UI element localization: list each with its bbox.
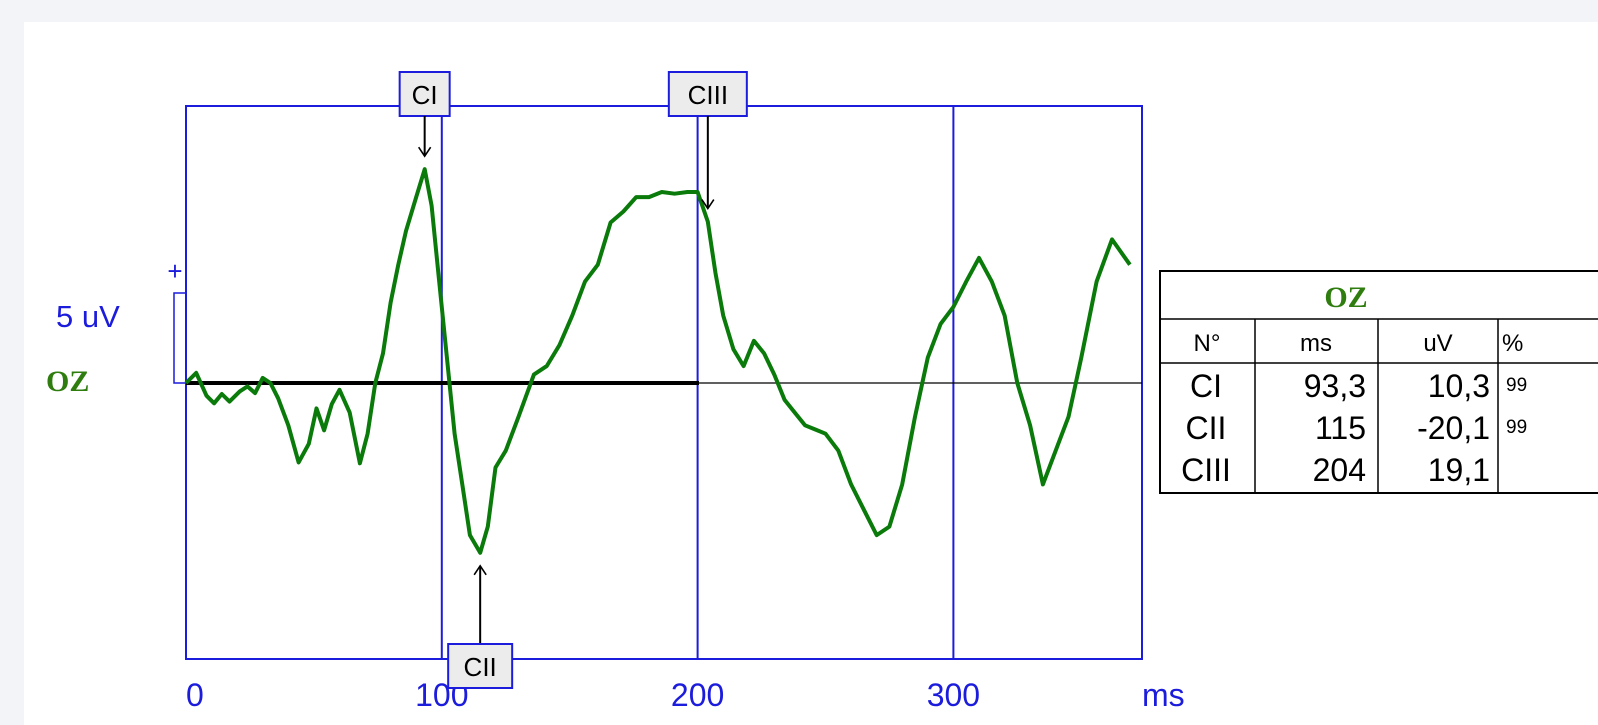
scale-label: 5 uV [56, 299, 120, 334]
marker-label: CII [464, 652, 497, 682]
table-cell: CIII [1181, 452, 1231, 488]
marker-ci[interactable]: CI [398, 71, 451, 158]
table-header-cell: ms [1300, 330, 1332, 357]
table-header-cell: N° [1194, 330, 1221, 357]
table-cell: CII [1186, 410, 1227, 446]
x-tick-label: 300 [927, 677, 980, 713]
table-cell: 99 [1506, 417, 1527, 438]
x-axis-tick-labels: 0 100 200 300 [186, 677, 980, 713]
oz-waveform [184, 167, 1132, 555]
amplitude-scale: + 5 uV [56, 256, 186, 384]
table-cell: 10,3 [1428, 368, 1490, 404]
x-tick-label: 0 [186, 677, 204, 713]
x-axis-unit: ms [1142, 677, 1185, 713]
marker-cii[interactable]: CII [447, 564, 514, 689]
table-cell: 93,3 [1304, 368, 1366, 404]
scale-polarity-label: + [167, 256, 182, 286]
table-cell: 19,1 [1428, 452, 1490, 488]
eeg-panel: + 5 uV OZ 0 100 200 300 ms CI CII CIII OZ N° ms… [24, 22, 1598, 725]
marker-label: CIII [688, 80, 728, 110]
table-cell: 204 [1313, 452, 1366, 488]
marker-arrowhead [473, 564, 487, 576]
marker-arrowhead [701, 199, 715, 211]
table-frame [1159, 270, 1598, 494]
table-header-cell: % [1502, 330, 1523, 357]
table-cell: CI [1190, 368, 1222, 404]
table-cell: 115 [1315, 410, 1366, 446]
peak-markers: CI CII CIII [398, 71, 748, 689]
table-cell: 99 [1506, 375, 1527, 396]
marker-box [447, 643, 514, 689]
channel-label: OZ [46, 365, 89, 398]
table-header-cell: uV [1423, 330, 1452, 357]
marker-box [667, 71, 748, 117]
scale-bracket [173, 292, 186, 384]
table-title: OZ [1324, 281, 1367, 314]
marker-ciii[interactable]: CIII [667, 71, 748, 211]
x-tick-label: 200 [671, 677, 724, 713]
marker-arrowhead [417, 146, 432, 158]
marker-label: CI [412, 80, 438, 110]
peak-table: OZ N° ms uV % CI 93,3 10,3 99 CII 115 -20,1 99 CIII 20… [1159, 270, 1598, 494]
table-cell: -20,1 [1417, 410, 1490, 446]
